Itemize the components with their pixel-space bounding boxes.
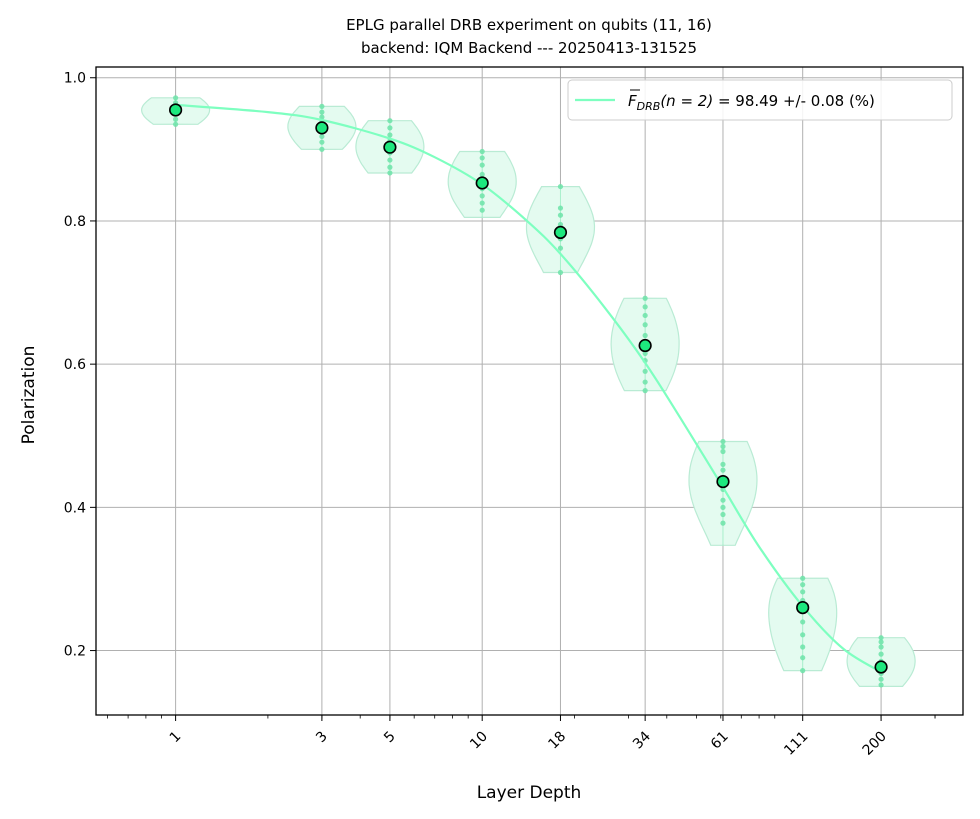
sample-point [387,118,393,124]
sample-point [557,205,564,211]
sample-point [800,575,806,581]
sample-point [642,322,648,328]
sample-point [800,644,806,650]
plot-frame [95,66,964,716]
mean-point [315,121,329,135]
sample-point [387,157,393,163]
y-tick-label: 0.8 [64,214,86,230]
mean-point [638,338,652,353]
y-tick-label: 0.6 [64,357,86,373]
sample-point [642,304,648,310]
x-tick-label: 5 [381,729,399,747]
sample-point [319,146,325,152]
sample-point [479,155,485,161]
sample-point [642,388,648,394]
legend-box [567,79,953,121]
sample-point [642,379,648,385]
sample-point [720,511,726,518]
sample-point [720,497,726,503]
sample-point [720,438,726,445]
sample-point [479,193,485,199]
chart-subtitle: backend: IQM Backend --- 20250413-131525 [361,39,697,57]
sample-point [557,245,564,251]
x-tick-label: 3 [313,729,331,747]
sample-point [800,582,806,588]
sample-point [173,116,179,122]
sample-point [387,164,393,170]
x-axis: 1 3 5 10 18 34 61 111 200 [107,715,936,759]
sample-point [800,619,806,625]
sample-point [800,655,806,661]
sample-point [479,200,485,206]
x-tick-label: 18 [545,729,569,753]
sample-point [479,207,485,213]
sample-point [319,133,325,140]
mean-point [874,660,888,674]
sample-point [642,295,648,301]
mean-point [796,600,810,615]
sample-point [642,368,648,374]
sample-point [800,589,806,595]
x-tick-label: 111 [781,729,811,759]
x-tick-label: 200 [860,729,890,759]
x-axis-label: Layer Depth [477,783,582,803]
sample-point [878,635,884,641]
x-tick-label: 61 [708,729,732,753]
sample-point [720,448,726,455]
sample-point [557,183,564,190]
sample-point [479,162,485,168]
sample-point [878,682,884,688]
y-tick-label: 0.2 [64,644,86,660]
sample-point [878,651,884,657]
sample-point [720,443,726,450]
fit-line [175,103,882,673]
y-axis-label: Polarization [19,346,39,445]
sample-point [173,95,179,101]
sample-point [642,332,648,339]
sample-point [319,103,325,109]
sample-point [387,132,393,138]
chart-title: EPLG parallel DRB experiment on qubits (… [346,16,712,34]
sample-point [557,221,564,228]
legend-label: FDRB(n = 2) = 98.49 +/- 0.08 (%) [628,92,875,113]
mean-point [475,176,489,190]
mean-point [169,103,183,117]
sample-point [642,350,648,357]
sample-point [800,668,806,674]
sample-point [800,632,806,638]
mean-points [169,103,888,674]
sample-point [720,504,726,510]
sample-point [319,114,325,120]
mean-point [716,474,730,489]
mean-point [383,140,397,154]
sample-point [173,121,179,127]
sample-point [720,461,726,467]
sample-point [387,125,393,131]
sample-point [479,148,485,155]
sample-point [387,170,393,176]
x-tick-label: 1 [167,729,185,747]
violins [140,97,916,688]
y-tick-label: 1.0 [64,71,86,87]
sample-point [557,212,564,218]
x-tick-label: 34 [630,728,654,752]
sample-point [557,269,564,276]
sample-point [720,467,726,473]
sample-point [319,109,325,115]
sample-point [878,644,884,650]
y-axis: 0.2 0.4 0.6 0.8 1.0 [64,71,96,660]
sample-point [642,312,648,319]
sample-point [479,171,485,178]
legend: FDRB(n = 2) = 98.49 +/- 0.08 (%) [567,79,953,121]
sample-point [319,139,325,145]
y-tick-label: 0.4 [64,500,86,516]
sample-point [878,676,884,682]
sample-point [878,639,884,645]
x-tick-label: 10 [467,729,491,753]
sample-point [720,520,726,526]
mean-point [553,225,568,240]
